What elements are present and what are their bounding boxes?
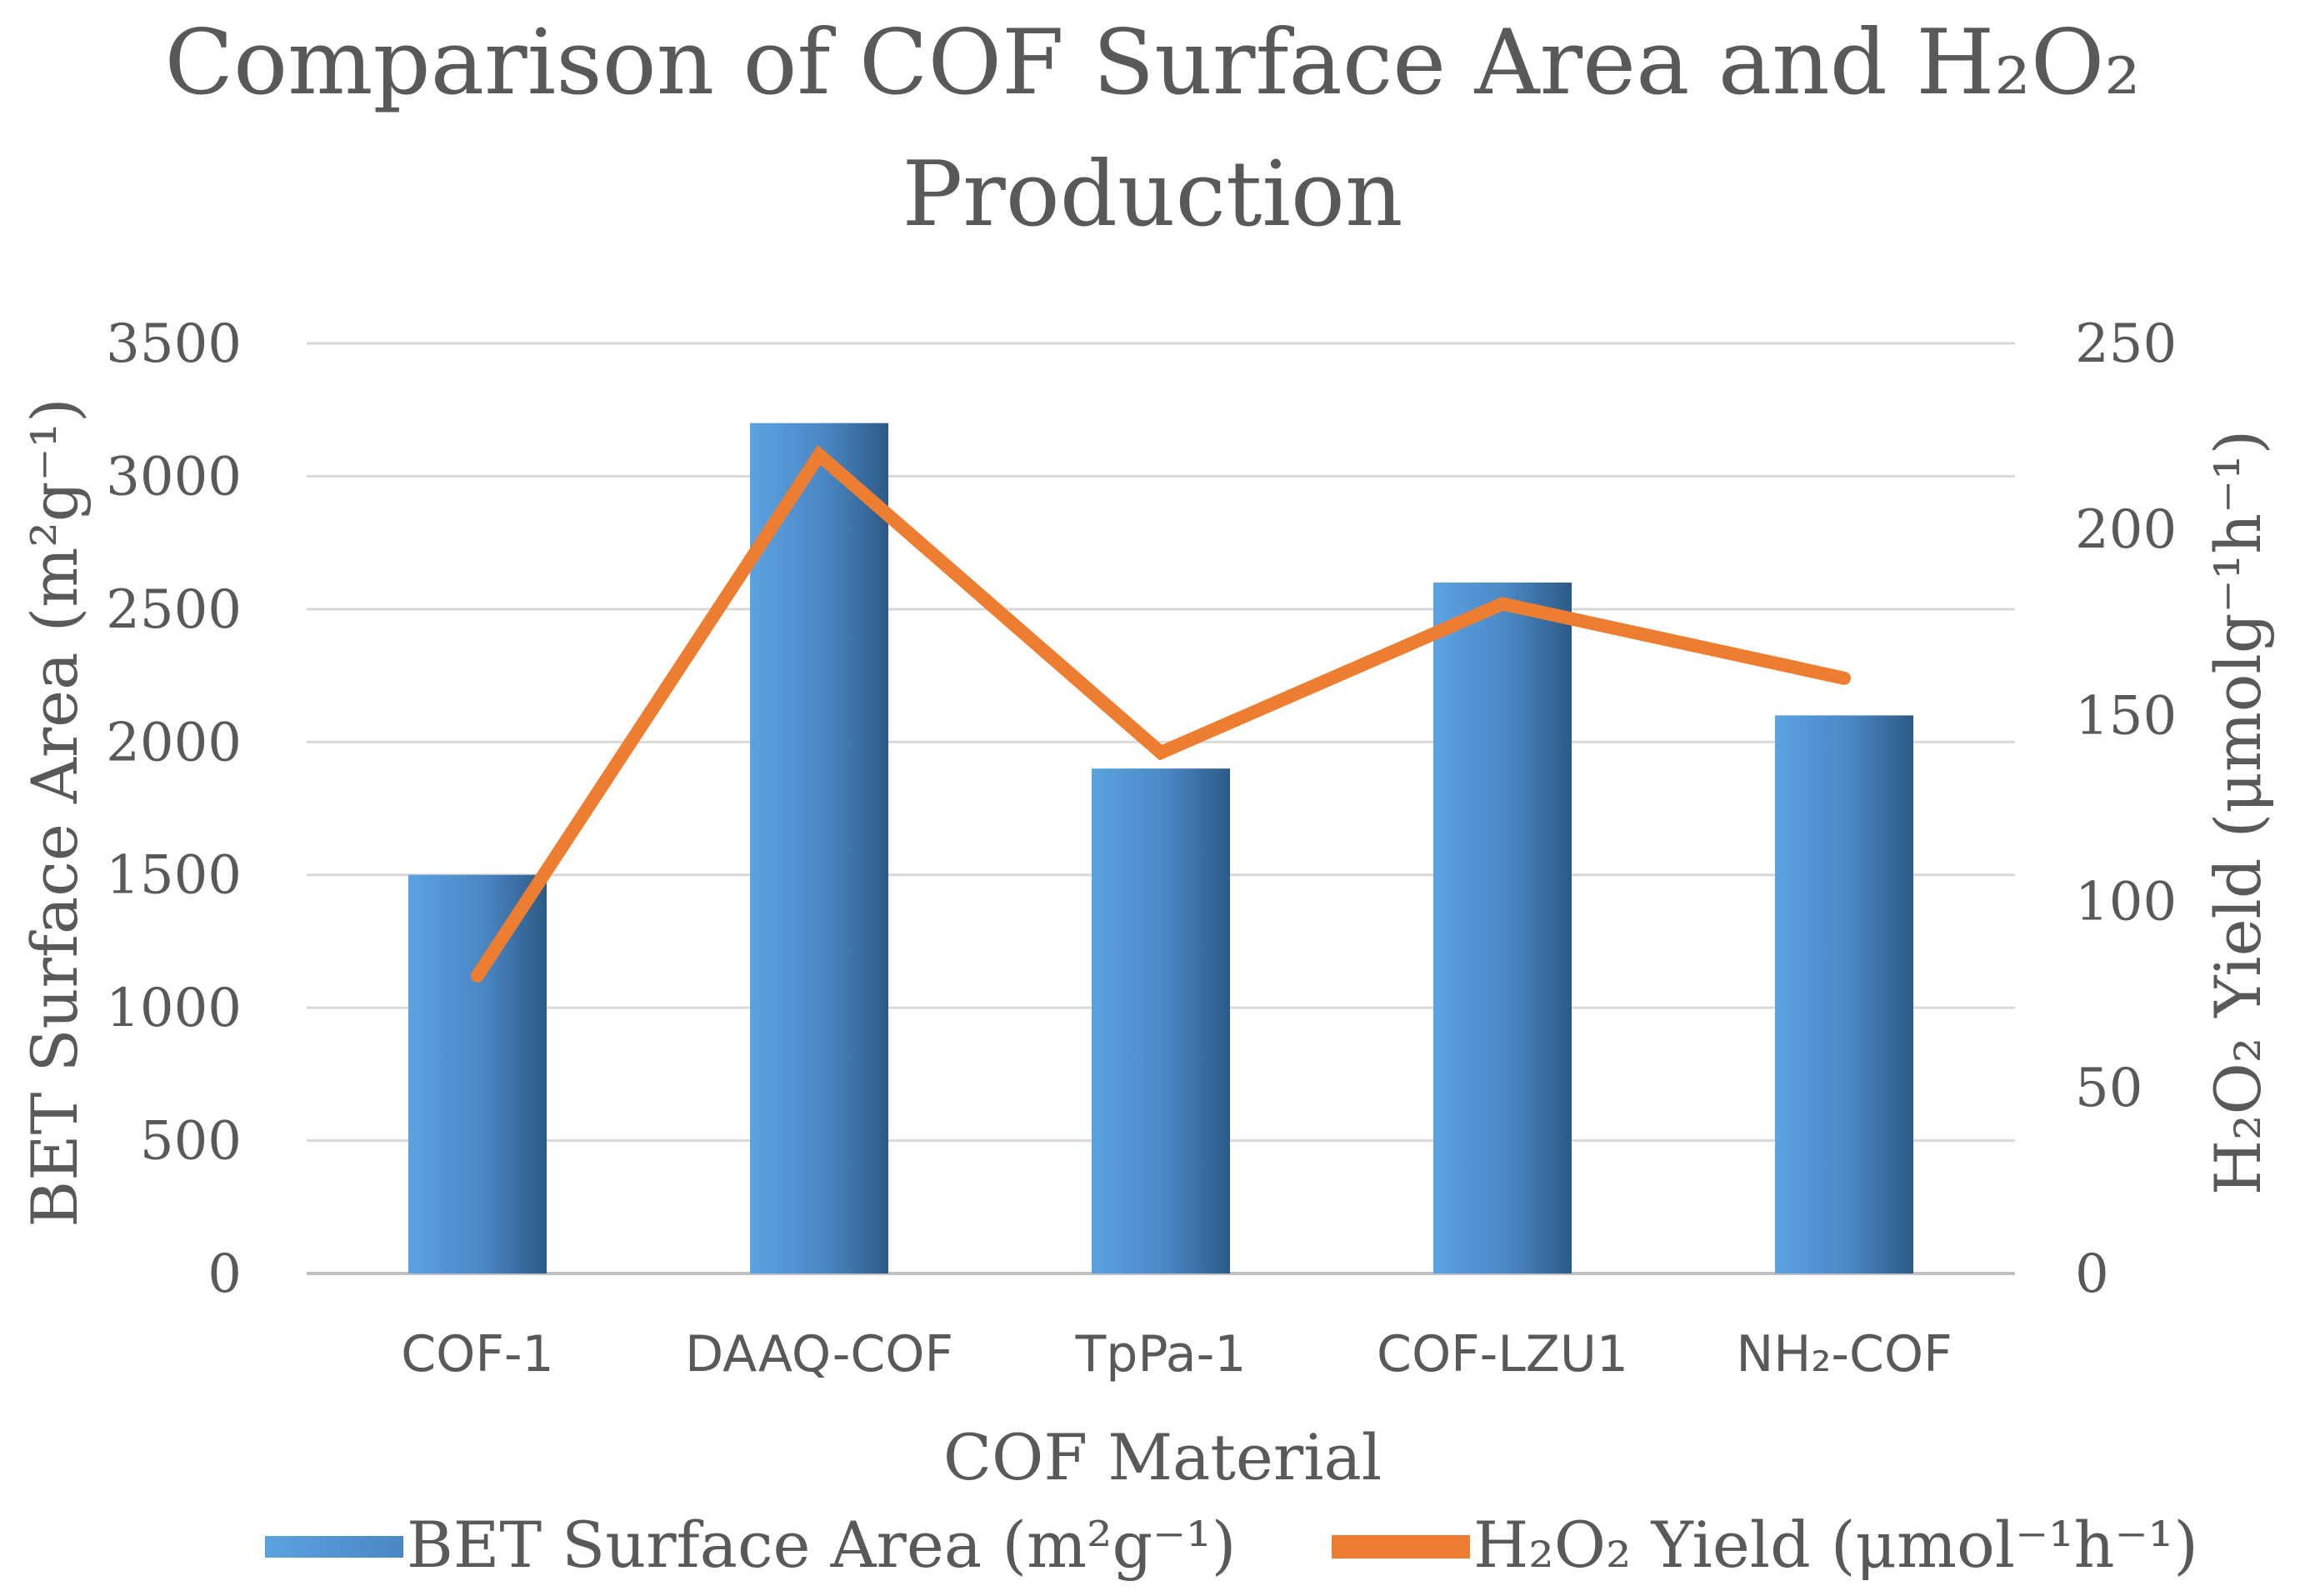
- legend: BET Surface Area (m²g⁻¹) H₂O₂ Yield (μmo…: [265, 1508, 2198, 1582]
- chart-title-line2: Production: [902, 143, 1402, 247]
- bar: [408, 874, 547, 1273]
- line-point: [1160, 752, 1162, 754]
- y-left-tick-label: 2500: [106, 579, 242, 641]
- category-labels: COF-1 DAAQ-COF TpPa-1 COF-LZU1 NH₂-COF: [401, 1325, 1952, 1383]
- legend-bar-swatch: [265, 1536, 403, 1558]
- right-axis-ticks: 0 50 100 150 200 250: [2075, 313, 2177, 1305]
- left-axis-ticks: 0 500 1000 1500 2000 2500 3000 3500: [106, 313, 242, 1305]
- y-left-tick-label: 3000: [106, 446, 242, 508]
- y-left-tick-label: 500: [140, 1111, 242, 1173]
- category-label: COF-LZU1: [1377, 1325, 1628, 1383]
- line-series: [471, 444, 1851, 983]
- bar: [1092, 768, 1230, 1273]
- y-left-tick-label: 2000: [106, 712, 242, 773]
- category-label: COF-1: [401, 1325, 553, 1383]
- y-right-tick-label: 200: [2075, 499, 2177, 561]
- x-axis-title: COF Material: [943, 1420, 1382, 1494]
- category-label: DAAQ-COF: [685, 1325, 953, 1383]
- gridlines: [307, 342, 2015, 1275]
- y-right-tick-label: 250: [2075, 313, 2177, 375]
- legend-bar-label: BET Surface Area (m²g⁻¹): [407, 1508, 1236, 1582]
- y-left-tick-label: 0: [208, 1243, 242, 1305]
- y-right-tick-label: 100: [2075, 872, 2177, 933]
- legend-line-label: H₂O₂ Yield (μmol⁻¹h⁻¹): [1473, 1508, 2198, 1582]
- bar: [1775, 715, 1913, 1273]
- y-left-tick-label: 1000: [106, 978, 242, 1039]
- chart-title-line1: Comparison of COF Surface Area and H₂O₂: [164, 11, 2140, 115]
- category-label: TpPa-1: [1075, 1325, 1247, 1383]
- bar: [1433, 582, 1572, 1273]
- y-right-tick-label: 0: [2075, 1243, 2109, 1305]
- line-point: [477, 974, 478, 977]
- line-point: [818, 453, 820, 456]
- y-left-tick-label: 1500: [106, 845, 242, 907]
- line-point: [1843, 677, 1845, 679]
- y-axis-right-title: H₂O₂ Yield (μmolg⁻¹h⁻¹): [2201, 430, 2275, 1196]
- y-left-tick-label: 3500: [106, 313, 242, 375]
- legend-line-swatch: [1332, 1535, 1470, 1558]
- bar: [750, 423, 888, 1274]
- y-right-tick-label: 50: [2075, 1058, 2142, 1119]
- y-right-tick-label: 150: [2075, 685, 2177, 747]
- line-point: [1502, 603, 1503, 605]
- category-label: NH₂-COF: [1736, 1325, 1952, 1383]
- y-axis-left-title: BET Surface Area (m²g⁻¹): [18, 398, 92, 1227]
- bar-series: [408, 423, 1913, 1274]
